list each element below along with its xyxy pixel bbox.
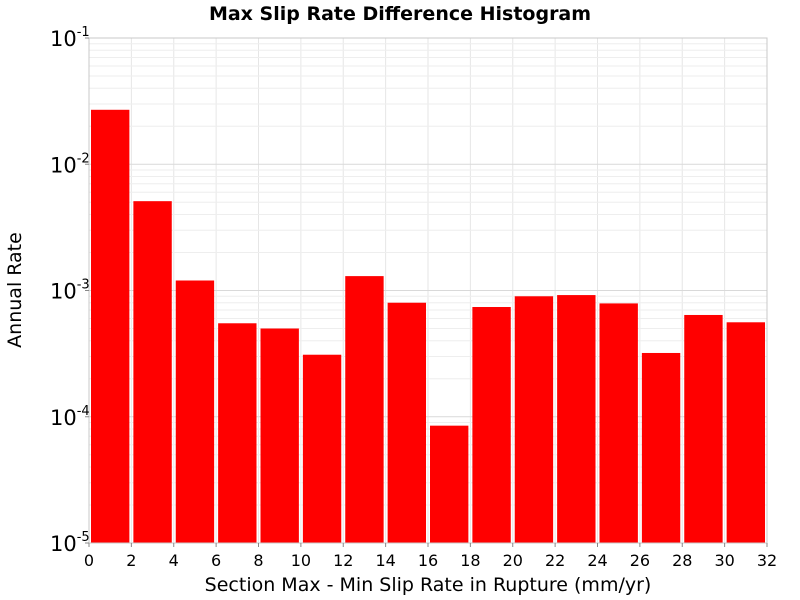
x-tick-label: 24 (587, 551, 607, 570)
x-axis-label: Section Max - Min Slip Rate in Rupture (… (205, 574, 652, 596)
y-tick-label: 10-2 (50, 151, 90, 177)
histogram-bar (430, 425, 469, 543)
y-axis-label: Annual Rate (4, 232, 26, 348)
x-tick-label: 28 (672, 551, 692, 570)
y-tick-label: 10-5 (50, 530, 90, 556)
histogram-bar (472, 307, 511, 543)
y-axis-ticks: 10-5 10-4 10-3 10-2 10-1 (50, 25, 90, 556)
histogram-bar (175, 280, 215, 543)
x-tick-label: 4 (169, 551, 179, 570)
histogram-bar (345, 276, 384, 543)
histogram-bar (514, 296, 554, 543)
histogram-bar (684, 314, 723, 543)
x-tick-label: 30 (714, 551, 734, 570)
x-tick-label: 10 (291, 551, 311, 570)
x-axis-ticks: 0 2 4 6 8 10 12 14 16 18 20 22 24 26 28 30 32 (84, 543, 777, 570)
x-tick-label: 32 (757, 551, 777, 570)
histogram-bar (599, 303, 638, 543)
x-tick-label: 22 (545, 551, 565, 570)
y-tick-label: 10-4 (50, 404, 90, 430)
histogram-bar (133, 201, 172, 544)
x-tick-label: 6 (211, 551, 221, 570)
histogram-bar (557, 295, 596, 543)
x-tick-label: 8 (253, 551, 263, 570)
x-tick-label: 14 (375, 551, 395, 570)
x-tick-label: 20 (503, 551, 523, 570)
histogram-bar (302, 354, 342, 543)
chart-title: Max Slip Rate Difference Histogram (209, 3, 591, 25)
x-tick-label: 12 (333, 551, 353, 570)
x-tick-label: 2 (126, 551, 136, 570)
histogram-bar (726, 322, 766, 543)
histogram-bar (387, 302, 427, 543)
bars-group (91, 109, 766, 544)
histogram-bar (641, 352, 681, 543)
y-tick-label: 10-3 (50, 278, 90, 304)
x-tick-label: 18 (460, 551, 480, 570)
histogram-bar (91, 109, 130, 543)
histogram-bar (260, 328, 299, 543)
x-tick-label: 0 (84, 551, 94, 570)
x-tick-label: 26 (630, 551, 650, 570)
histogram-bar (218, 323, 257, 543)
y-tick-label: 10-1 (50, 25, 90, 51)
x-tick-label: 16 (418, 551, 438, 570)
